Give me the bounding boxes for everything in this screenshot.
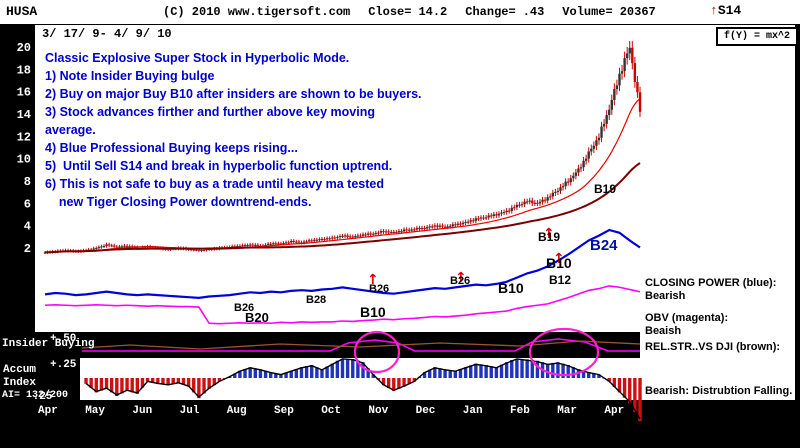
svg-text:↑: ↑ xyxy=(543,226,555,242)
svg-text:↑: ↑ xyxy=(553,251,565,267)
svg-text:B10: B10 xyxy=(360,304,386,320)
ma-fast-line xyxy=(44,98,641,254)
svg-text:↑: ↑ xyxy=(367,272,379,288)
svg-text:B26: B26 xyxy=(234,302,254,314)
close-value: 14.2 xyxy=(418,5,448,19)
annotation-line: 6) This is not safe to buy as a trade un… xyxy=(45,177,384,191)
obv-line xyxy=(44,285,641,325)
annotation-block: Classic Explosive Super Stock in Hyperbo… xyxy=(45,49,422,211)
svg-text:Jan: Jan xyxy=(463,405,483,417)
close-label: Close= xyxy=(368,5,412,19)
svg-text:4: 4 xyxy=(24,220,31,234)
svg-text:18: 18 xyxy=(17,63,31,77)
svg-text:12: 12 xyxy=(17,130,31,144)
ticker-symbol: HUSA xyxy=(6,4,38,19)
svg-text:Aug: Aug xyxy=(227,405,247,417)
svg-text:Oct: Oct xyxy=(321,405,341,417)
svg-text:Mar: Mar xyxy=(557,405,577,417)
sell-arrow-icon: ↑ xyxy=(710,3,718,18)
svg-text:16: 16 xyxy=(17,86,31,100)
svg-text:B10: B10 xyxy=(498,280,524,296)
obv-status: Beaish xyxy=(645,325,682,337)
relative-strength-title: REL.STR..VS DJI (brown): xyxy=(645,341,781,353)
scale-plus-25-label: +.25 xyxy=(50,359,77,371)
svg-text:May: May xyxy=(85,405,105,417)
sell-signal-marker: ↑S14 xyxy=(710,3,741,18)
svg-text:Apr: Apr xyxy=(38,405,58,417)
svg-text:B19: B19 xyxy=(594,182,616,196)
change-value: .43 xyxy=(522,5,545,19)
svg-text:Jul: Jul xyxy=(180,405,200,417)
close-readout: Close= 14.2 xyxy=(368,5,447,19)
relative-strength-line xyxy=(81,340,641,350)
accum-index-line xyxy=(85,358,641,420)
bottom-status: Bearish: Distrubtion Falling. xyxy=(645,385,793,397)
annotation-line: 1) Note Insider Buying bulge xyxy=(45,69,215,83)
svg-text:Sep: Sep xyxy=(274,405,294,417)
svg-text:B26: B26 xyxy=(450,275,470,287)
highlight-circles xyxy=(353,327,600,377)
svg-text:20: 20 xyxy=(17,41,31,55)
svg-text:10: 10 xyxy=(17,153,31,167)
scale-plus-50-label: +.50 xyxy=(50,333,77,345)
ma-slow-line xyxy=(44,162,641,254)
scale-minus-25-label: -.25 xyxy=(26,391,53,403)
annotation-line: 5) Until Sell S14 and break in hyperboli… xyxy=(45,159,393,173)
svg-text:B26: B26 xyxy=(369,283,389,295)
volume-value: 20367 xyxy=(619,5,656,19)
annotation-line: average. xyxy=(45,123,96,137)
closing-power-status: Bearish xyxy=(645,290,686,302)
accum-histogram xyxy=(84,359,642,422)
insider-buying-label: Insider Buying xyxy=(2,338,95,350)
change-readout: Change= .43 xyxy=(465,5,544,19)
accum-label: Accum xyxy=(3,364,37,376)
svg-text:B20: B20 xyxy=(245,310,269,325)
svg-text:B10: B10 xyxy=(546,255,572,271)
svg-text:2: 2 xyxy=(24,242,31,256)
svg-text:B19: B19 xyxy=(538,230,560,244)
copyright-text: (C) 2010 www.tigersoft.com xyxy=(163,5,351,19)
svg-text:B24: B24 xyxy=(590,237,618,254)
svg-text:Dec: Dec xyxy=(416,405,436,417)
svg-text:Apr: Apr xyxy=(604,405,624,417)
formula-box: f(Y) = mx^2 xyxy=(716,27,798,46)
chart-header: HUSA (C) 2010 www.tigersoft.com Close= 14… xyxy=(0,0,800,25)
svg-text:Feb: Feb xyxy=(510,405,530,417)
annotation-line: 2) Buy on major Buy B10 after insiders a… xyxy=(45,87,422,101)
annotation-line: 3) Stock advances firther and further ab… xyxy=(45,105,375,119)
index-label: Index xyxy=(3,377,37,389)
annotation-line: Classic Explosive Super Stock in Hyperbo… xyxy=(45,51,350,65)
svg-text:Jun: Jun xyxy=(132,405,152,417)
svg-text:B28: B28 xyxy=(306,294,326,306)
accum-left-margin xyxy=(0,358,80,400)
buy-arrow-icons: ↑ ↑ ↑ ↑ xyxy=(367,226,565,288)
ai-ratio-label: AI= 132/200 xyxy=(2,390,69,401)
svg-text:8: 8 xyxy=(24,175,31,189)
closing-power-line xyxy=(44,228,641,300)
insider-buying-line xyxy=(82,338,640,352)
price-axis-labels: 20 18 16 14 12 10 8 6 4 2 xyxy=(17,41,31,256)
obv-title: OBV (magenta): xyxy=(645,312,729,324)
svg-text:14: 14 xyxy=(17,108,31,122)
month-axis-labels: Apr May Jun Jul Aug Sep Oct Nov Dec Jan Feb Mar Apr xyxy=(38,405,624,417)
svg-text:↑: ↑ xyxy=(455,270,467,286)
volume-label: Volume= xyxy=(562,5,613,19)
svg-text:Nov: Nov xyxy=(368,405,388,417)
sell-signal-label: S14 xyxy=(717,3,742,18)
header-info: (C) 2010 www.tigersoft.com Close= 14.2 Ch… xyxy=(163,5,656,19)
volume-readout: Volume= 20367 xyxy=(562,5,655,19)
svg-text:B12: B12 xyxy=(549,273,571,287)
date-range: 3/ 17/ 9- 4/ 9/ 10 xyxy=(42,27,172,41)
svg-text:6: 6 xyxy=(24,197,31,211)
annotation-line: new Tiger Closing Power downtrend-ends. xyxy=(45,195,312,209)
closing-power-title: CLOSING POWER (blue): xyxy=(645,277,777,289)
change-label: Change= xyxy=(465,5,516,19)
annotation-line: 4) Blue Professional Buying keeps rising… xyxy=(45,141,298,155)
